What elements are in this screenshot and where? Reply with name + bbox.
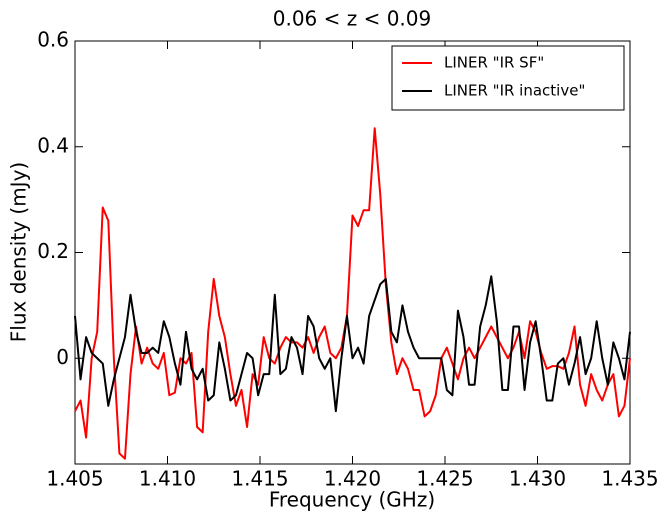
plot-frame bbox=[74, 40, 631, 465]
x-tick-label: 1.415 bbox=[231, 467, 288, 491]
legend-label: LINER "IR inactive" bbox=[444, 82, 585, 100]
y-tick-label: 0 bbox=[56, 345, 69, 369]
y-tick-label: 0.4 bbox=[37, 133, 69, 157]
x-tick-label: 1.420 bbox=[324, 467, 381, 491]
x-tick-label: 1.410 bbox=[139, 467, 196, 491]
legend-box bbox=[391, 45, 625, 111]
x-axis-label: Frequency (GHz) bbox=[269, 488, 435, 512]
y-axis-label: Flux density (mJy) bbox=[7, 162, 31, 342]
y-tick-label: 0.6 bbox=[37, 28, 69, 52]
x-tick-label: 1.425 bbox=[416, 467, 473, 491]
x-tick-label: 1.435 bbox=[601, 467, 658, 491]
y-tick-label: 0.2 bbox=[37, 239, 69, 263]
chart-title: 0.06 < z < 0.09 bbox=[273, 7, 432, 31]
legend-label: LINER "IR SF" bbox=[444, 54, 544, 72]
x-tick-label: 1.430 bbox=[509, 467, 566, 491]
data-line bbox=[74, 275, 631, 413]
x-tick-label: 1.405 bbox=[46, 467, 103, 491]
